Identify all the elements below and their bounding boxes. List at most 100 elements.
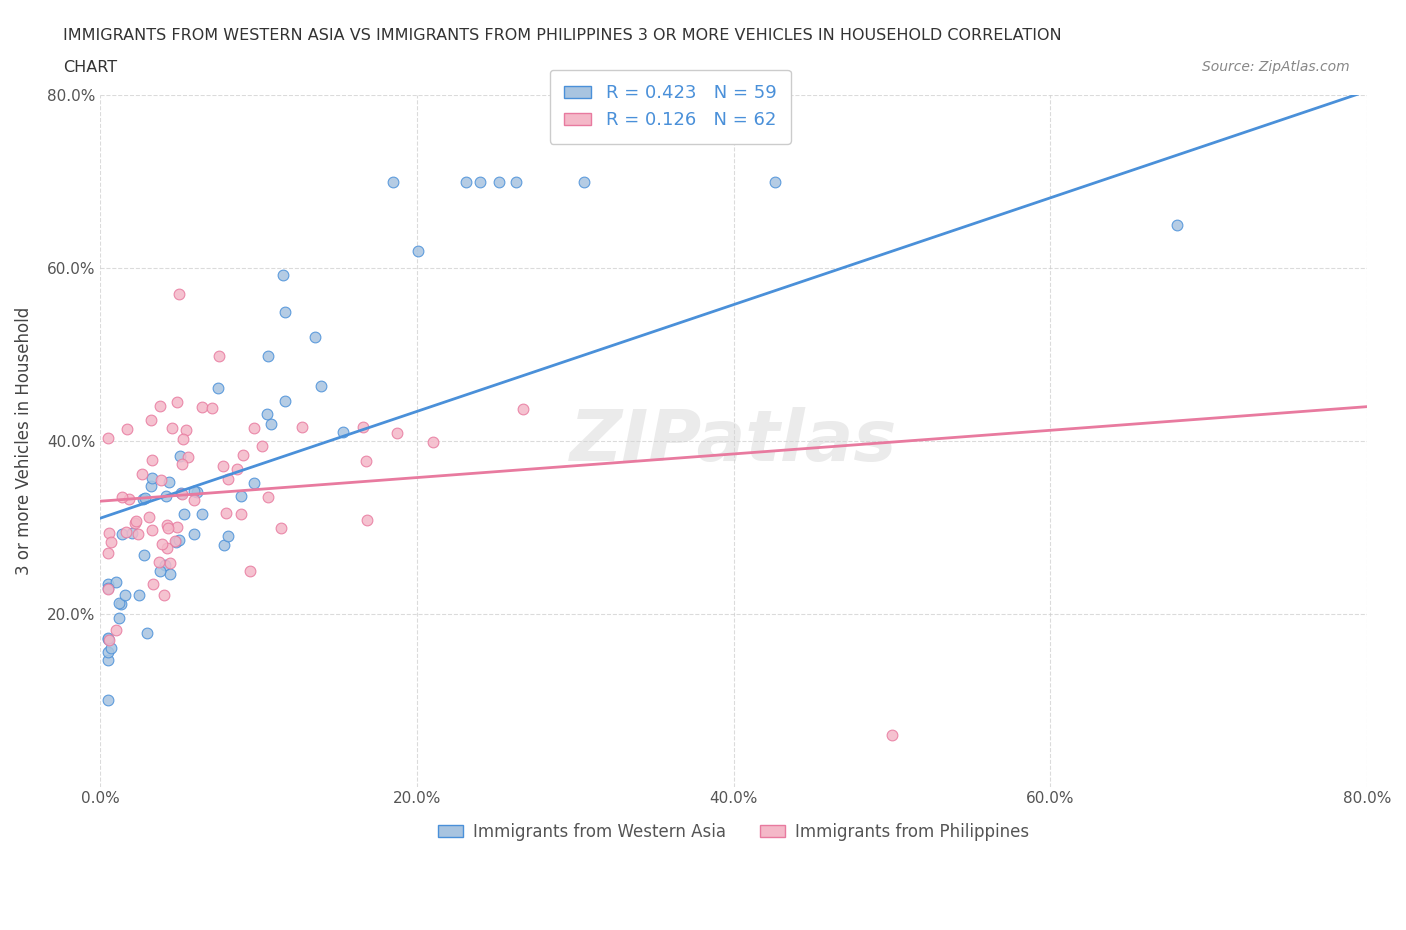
Point xyxy=(226,461,249,476)
Point xyxy=(141,452,163,467)
Point xyxy=(231,489,253,504)
Point xyxy=(134,490,156,505)
Point xyxy=(118,491,141,506)
Point xyxy=(100,641,122,656)
Point xyxy=(309,379,332,393)
Point xyxy=(105,623,128,638)
Point xyxy=(217,472,239,486)
Point xyxy=(354,453,377,468)
Point xyxy=(243,420,266,435)
Point xyxy=(104,575,127,590)
Point xyxy=(156,541,179,556)
Point xyxy=(167,533,190,548)
Point xyxy=(170,485,193,500)
Point xyxy=(239,564,262,578)
Point xyxy=(149,399,172,414)
Point xyxy=(273,268,295,283)
Point xyxy=(256,407,278,422)
Point xyxy=(229,507,252,522)
Point xyxy=(270,521,292,536)
Point xyxy=(169,286,191,301)
Point xyxy=(157,521,180,536)
Point xyxy=(131,467,153,482)
Point xyxy=(114,588,136,603)
Point xyxy=(166,520,188,535)
Point xyxy=(177,449,200,464)
Point xyxy=(183,526,205,541)
Point xyxy=(422,435,444,450)
Point xyxy=(454,174,477,189)
Point xyxy=(107,596,129,611)
Point xyxy=(215,506,238,521)
Text: ZIPatlas: ZIPatlas xyxy=(569,406,897,475)
Text: Source: ZipAtlas.com: Source: ZipAtlas.com xyxy=(1202,60,1350,74)
Point xyxy=(157,474,180,489)
Point xyxy=(470,174,492,189)
Point xyxy=(260,417,283,432)
Point xyxy=(97,632,120,647)
Point xyxy=(128,587,150,602)
Y-axis label: 3 or more Vehicles in Household: 3 or more Vehicles in Household xyxy=(15,307,32,575)
Legend: Immigrants from Western Asia, Immigrants from Philippines: Immigrants from Western Asia, Immigrants… xyxy=(432,817,1035,847)
Point xyxy=(97,580,120,595)
Point xyxy=(121,525,143,540)
Point xyxy=(211,458,233,473)
Point xyxy=(880,727,903,742)
Text: IMMIGRANTS FROM WESTERN ASIA VS IMMIGRANTS FROM PHILIPPINES 3 OR MORE VEHICLES I: IMMIGRANTS FROM WESTERN ASIA VS IMMIGRAN… xyxy=(63,28,1062,43)
Point xyxy=(257,489,280,504)
Point xyxy=(139,479,162,494)
Point xyxy=(97,545,120,560)
Point xyxy=(165,535,187,550)
Point xyxy=(110,597,132,612)
Point xyxy=(125,514,148,529)
Point xyxy=(207,380,229,395)
Point xyxy=(131,491,153,506)
Point xyxy=(148,555,170,570)
Point xyxy=(97,693,120,708)
Point xyxy=(138,509,160,524)
Point xyxy=(572,174,595,189)
Point xyxy=(97,653,120,668)
Point xyxy=(111,527,134,542)
Point xyxy=(148,564,170,578)
Point xyxy=(124,516,146,531)
Point xyxy=(97,631,120,645)
Point xyxy=(141,471,163,485)
Point xyxy=(174,422,197,437)
Point xyxy=(97,577,120,591)
Point xyxy=(160,420,183,435)
Point xyxy=(201,401,224,416)
Point xyxy=(243,476,266,491)
Point xyxy=(274,393,297,408)
Point xyxy=(208,349,231,364)
Point xyxy=(136,626,159,641)
Point xyxy=(142,577,165,591)
Point xyxy=(150,472,173,487)
Point xyxy=(186,485,208,499)
Point xyxy=(153,558,176,573)
Point xyxy=(159,566,181,581)
Point xyxy=(111,490,134,505)
Point xyxy=(291,420,314,435)
Point xyxy=(232,447,254,462)
Point xyxy=(141,523,163,538)
Point xyxy=(98,525,121,540)
Point xyxy=(332,425,354,440)
Point xyxy=(115,421,138,436)
Point xyxy=(127,527,149,542)
Point xyxy=(385,426,408,441)
Point xyxy=(763,174,786,189)
Point xyxy=(406,244,429,259)
Point xyxy=(166,394,188,409)
Point xyxy=(155,488,177,503)
Point xyxy=(172,486,194,501)
Point xyxy=(97,431,120,445)
Point xyxy=(114,525,136,539)
Point xyxy=(97,631,120,646)
Point xyxy=(252,439,274,454)
Point xyxy=(183,484,205,498)
Point xyxy=(173,507,195,522)
Point xyxy=(139,413,162,428)
Point xyxy=(1166,218,1188,232)
Point xyxy=(172,432,194,446)
